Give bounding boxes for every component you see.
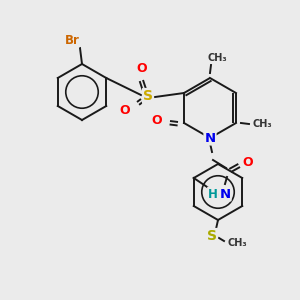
Text: S: S bbox=[207, 229, 217, 243]
Text: Br: Br bbox=[64, 34, 80, 46]
Text: CH₃: CH₃ bbox=[227, 238, 247, 248]
Text: H: H bbox=[208, 188, 218, 200]
Text: N: N bbox=[219, 188, 231, 200]
Text: N: N bbox=[204, 131, 216, 145]
Text: CH₃: CH₃ bbox=[207, 53, 227, 63]
Text: S: S bbox=[143, 89, 153, 103]
Text: O: O bbox=[243, 155, 253, 169]
Text: O: O bbox=[120, 104, 130, 118]
Text: CH₃: CH₃ bbox=[252, 119, 272, 129]
Text: O: O bbox=[152, 113, 162, 127]
Text: O: O bbox=[137, 62, 147, 76]
